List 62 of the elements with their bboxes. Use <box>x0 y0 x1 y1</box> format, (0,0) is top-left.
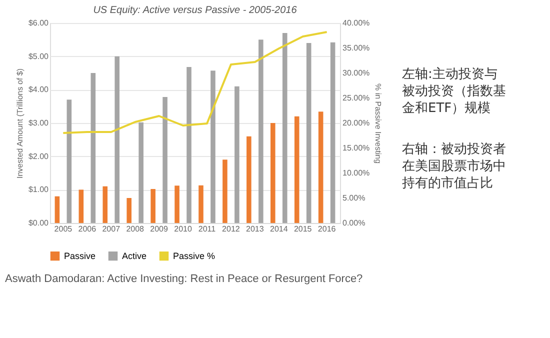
bar <box>126 198 132 223</box>
bar <box>210 70 216 223</box>
y2-tick-label: 0.00% <box>342 218 366 228</box>
bar <box>114 56 120 223</box>
bar <box>186 67 192 223</box>
legend-label: Passive % <box>173 251 216 262</box>
x-tick-label: 2012 <box>222 224 240 234</box>
bar <box>270 123 276 223</box>
y2-axis-title: % in Passive Investing <box>374 83 383 164</box>
y-tick-label: $3.00 <box>28 118 50 128</box>
bar <box>258 40 264 223</box>
text: Aswath Damodaran: Active Investing: Rest in Peace or Resurgent Force? <box>5 273 363 285</box>
x-tick-label: 2014 <box>270 224 288 234</box>
y-tick-label: $0.00 <box>28 218 50 228</box>
bar <box>306 43 312 223</box>
y2-tick-label: 35.00% <box>342 44 370 52</box>
y2-tick-label: 25.00% <box>342 94 370 102</box>
bar <box>150 189 156 223</box>
x-tick-label: 2005 <box>54 224 73 234</box>
bar <box>66 100 72 223</box>
y-tick-label: $5.00 <box>28 52 50 61</box>
y2-tick-label: 20.00% <box>342 118 370 128</box>
y2-tick-label: 15.00% <box>342 144 370 152</box>
bar <box>330 42 336 223</box>
x-tick-label: 2007 <box>102 224 121 234</box>
x-tick-label: 2006 <box>78 224 97 234</box>
bar <box>246 136 252 223</box>
bar <box>198 185 204 223</box>
y-tick-label: $4.00 <box>28 85 50 94</box>
text: 左轴:主动投资与被动投资（指数基金和ETF）规模 <box>402 66 506 116</box>
x-tick-label: 2016 <box>318 224 336 234</box>
x-tick-label: 2008 <box>126 224 145 234</box>
line-series <box>62 31 328 134</box>
bar <box>294 116 300 223</box>
legend-label: Passive <box>64 251 96 262</box>
bar <box>138 122 144 223</box>
text: 右轴：被动投资者在美国股票市场中持有的市值占比 <box>402 142 506 191</box>
y2-tick-label: 40.00% <box>342 18 370 28</box>
x-tick-label: 2015 <box>294 224 312 234</box>
y-axis-title: Invested Amount (Trillions of $) <box>15 68 24 178</box>
y2-tick-label: 10.00% <box>342 168 370 178</box>
bar <box>318 112 324 223</box>
bar <box>222 160 228 223</box>
x-tick-label: 2013 <box>246 224 264 234</box>
legend-label: Active <box>122 251 147 262</box>
y-tick-label: $2.00 <box>28 152 50 161</box>
bar <box>234 86 240 223</box>
bar <box>162 97 168 223</box>
y2-tick-label: 30.00% <box>342 68 370 78</box>
x-tick-label: 2009 <box>150 224 168 234</box>
bar <box>90 73 96 223</box>
chart-title: US Equity: Active versus Passive - 2005-2016 <box>93 5 298 16</box>
y-tick-label: $1.00 <box>28 185 50 194</box>
x-tick-label: 2011 <box>198 224 216 234</box>
bar <box>54 196 60 223</box>
bar <box>102 186 108 223</box>
y-tick-label: $6.00 <box>28 18 50 28</box>
bar <box>78 190 84 223</box>
bar <box>282 33 288 223</box>
bar <box>174 186 180 223</box>
x-tick-label: 2010 <box>174 224 192 234</box>
y2-tick-label: 5.00% <box>342 194 366 202</box>
